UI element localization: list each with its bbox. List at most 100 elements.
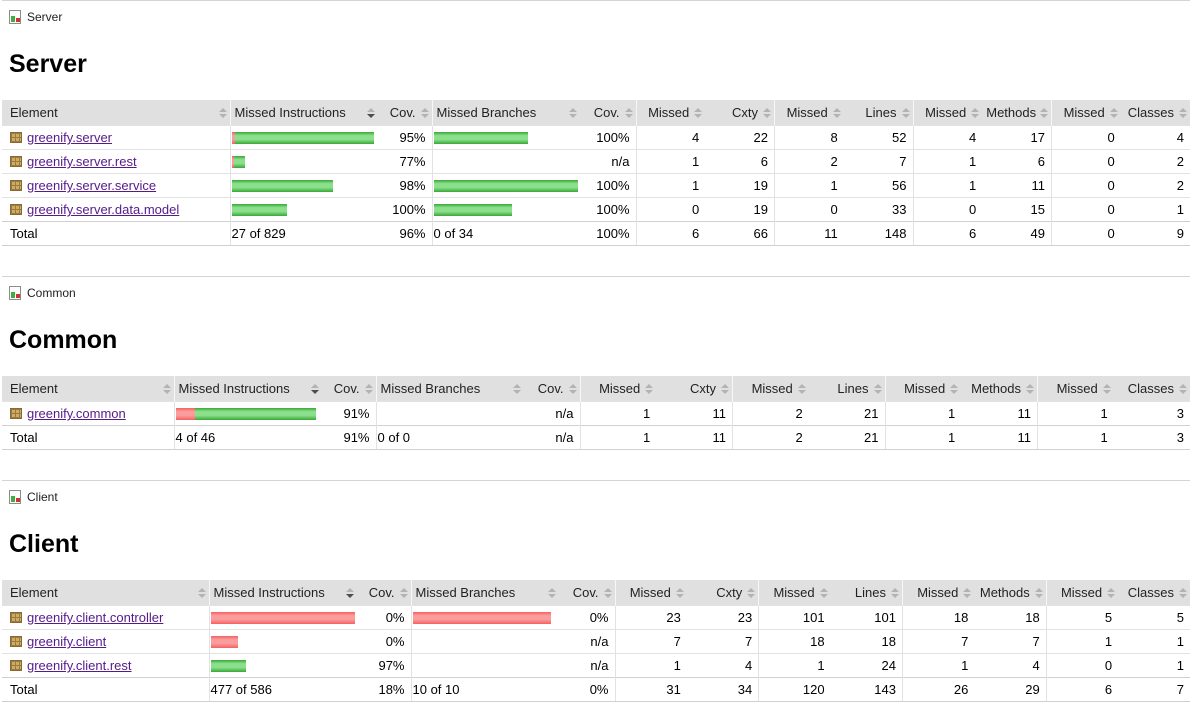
branch-coverage-cell: 100% [580,173,636,198]
total-instruction-coverage: 91% [322,425,376,450]
sort-icon [1034,587,1043,598]
instructions-bar-cell [229,125,378,150]
column-header-instruction-coverage[interactable]: Cov. [378,100,432,126]
sort-down-arrow [1034,593,1043,598]
column-header-lines[interactable]: Lines [830,580,903,606]
column-header-element[interactable]: Element [2,376,174,402]
column-header-missed-instructions[interactable]: Missed Instructions [208,580,357,606]
column-header-missed-cxty[interactable]: Missed [579,376,657,402]
column-header-missed-lines[interactable]: Missed [758,580,831,606]
cxty-count: 7 [686,629,759,654]
sort-icon [747,587,756,598]
package-link[interactable]: greenify.server [27,130,113,145]
column-header-classes[interactable]: Classes [1113,376,1190,402]
column-header-methods[interactable]: Methods [961,376,1038,402]
sort-icon [346,587,354,598]
sort-down-arrow [1040,113,1048,118]
column-header-label: Element [10,585,58,600]
report-section-server: Server Server Element Missed Instructions… [2,0,1190,246]
column-header-missed-cxty[interactable]: Missed [635,100,706,126]
column-header-classes[interactable]: Classes [1120,100,1190,126]
column-header-element[interactable]: Element [2,100,230,126]
column-header-missed-methods[interactable]: Missed [884,376,962,402]
sort-up-arrow [569,107,577,112]
sort-up-arrow [694,107,703,112]
sort-up-arrow [675,587,684,592]
instructions-bar-cell [229,173,378,198]
column-header-branch-coverage[interactable]: Cov. [524,376,580,402]
sort-down-arrow [568,389,577,394]
column-header-missed-classes[interactable]: Missed [1036,376,1114,402]
column-header-label: Missed [751,381,793,396]
sort-icon [950,383,959,394]
bar-green-segment [210,659,246,672]
missed-methods-count: 7 [902,629,975,654]
column-header-missed-classes[interactable]: Missed [1045,580,1119,606]
column-header-classes[interactable]: Classes [1118,580,1190,606]
column-header-lines[interactable]: Lines [843,100,913,126]
column-header-missed-branches[interactable]: Missed Branches [410,580,559,606]
bar-green-segment [234,131,374,144]
package-link[interactable]: greenify.client.controller [27,610,164,625]
column-header-branch-coverage[interactable]: Cov. [559,580,615,606]
column-header-missed-methods[interactable]: Missed [902,580,975,606]
sort-down-arrow [971,113,980,118]
column-header-branch-coverage[interactable]: Cov. [580,100,636,126]
sort-down-arrow [548,593,556,598]
column-header-missed-classes[interactable]: Missed [1050,100,1121,126]
package-link[interactable]: greenify.server.rest [27,154,137,169]
column-header-missed-instructions[interactable]: Missed Instructions [173,376,322,402]
total-missed-classes-count: 0 [1050,221,1121,246]
missed-cxty-count: 1 [635,173,706,198]
bar-red-segment [231,131,235,144]
column-header-label: Methods [979,585,1030,600]
missed-methods-count: 1 [884,401,962,426]
sort-up-arrow [162,383,171,388]
column-header-missed-branches[interactable]: Missed Branches [431,100,580,126]
total-instructions: 27 of 829 [229,221,378,246]
column-header-missed-branches[interactable]: Missed Branches [375,376,524,402]
sort-down-arrow [645,389,654,394]
column-header-missed-methods[interactable]: Missed [912,100,983,126]
lines-count: 24 [830,653,903,678]
column-header-element[interactable]: Element [2,580,209,606]
package-link[interactable]: greenify.server.data.model [27,202,180,217]
coverage-bar [433,179,578,192]
total-classes-count: 9 [1120,221,1190,246]
package-link[interactable]: greenify.client [27,634,107,649]
breadcrumb: Common [2,284,1190,301]
column-header-cxty[interactable]: Cxty [656,376,733,402]
branches-bar-cell [431,197,580,222]
sort-down-arrow [569,113,577,118]
sort-icon [763,107,771,118]
sort-icon [548,587,556,598]
branch-coverage-cell: 0% [559,605,615,630]
package-link[interactable]: greenify.server.service [27,178,157,193]
column-header-missed-cxty[interactable]: Missed [614,580,687,606]
branch-coverage-cell: n/a [580,149,636,174]
column-header-cxty[interactable]: Cxty [686,580,759,606]
sort-icon [162,383,171,394]
column-header-methods[interactable]: Methods [974,580,1047,606]
column-header-missed-lines[interactable]: Missed [773,100,844,126]
column-header-label: Cov. [368,585,395,600]
lines-count: 7 [843,149,913,174]
instructions-bar-cell [229,197,378,222]
package-link[interactable]: greenify.client.rest [27,658,132,673]
package-icon [10,612,22,623]
column-header-instruction-coverage[interactable]: Cov. [322,376,376,402]
total-branches: 0 of 0 [375,425,524,450]
column-header-missed-instructions[interactable]: Missed Instructions [229,100,378,126]
sort-down-arrow [624,113,633,118]
column-header-cxty[interactable]: Cxty [705,100,775,126]
column-header-instruction-coverage[interactable]: Cov. [357,580,411,606]
coverage-table-body: greenify.client.controller 0% 0% 23 23 101 101… [2,605,1190,678]
element-cell: greenify.server.rest [2,149,230,174]
instruction-coverage-cell: 100% [378,197,432,222]
column-header-lines[interactable]: Lines [808,376,885,402]
package-link[interactable]: greenify.common [27,406,126,421]
column-header-missed-lines[interactable]: Missed [731,376,809,402]
column-header-label: Missed Instructions [213,585,325,600]
column-header-methods[interactable]: Methods [982,100,1052,126]
